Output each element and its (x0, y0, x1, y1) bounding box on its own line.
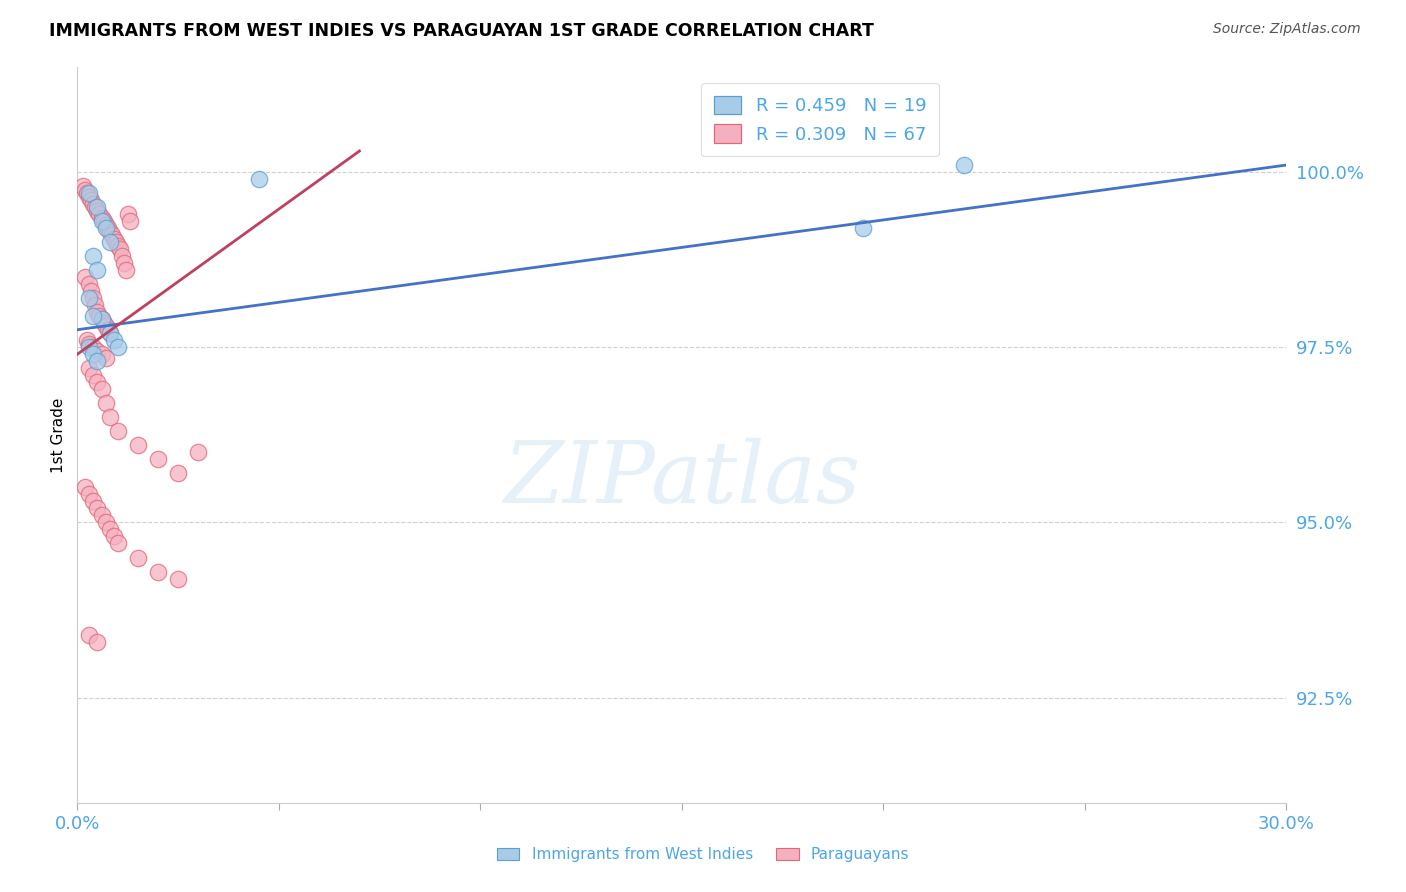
Point (94, 516, 117, 530)
Point (167, 467, 190, 481)
Point (76, 186, 98, 200)
Point (90, 211, 112, 225)
Point (167, 572, 190, 586)
Point (107, 340, 129, 354)
Point (98, 225, 121, 239)
Point (72, 179, 94, 194)
Point (146, 452, 169, 467)
Point (79, 291, 101, 305)
Point (86, 200, 108, 214)
Point (90, 382, 112, 396)
Point (108, 242, 131, 256)
Point (93, 214, 115, 228)
Point (96, 323, 118, 337)
Point (89, 309, 111, 323)
Point (86, 203, 108, 218)
Point (90, 312, 112, 326)
Point (94, 221, 117, 235)
Point (247, 172, 270, 186)
Point (79, 361, 101, 376)
Point (90, 312, 112, 326)
Point (84, 298, 107, 312)
Y-axis label: 1st Grade: 1st Grade (51, 397, 66, 473)
Point (98, 326, 121, 341)
Point (94, 218, 117, 232)
Point (187, 445, 209, 459)
Point (82, 368, 104, 383)
Point (82, 196, 104, 211)
Point (84, 200, 107, 214)
Point (75, 480, 97, 494)
Point (90, 347, 112, 361)
Point (852, 221, 875, 235)
Point (96, 221, 118, 235)
Point (111, 249, 134, 263)
Point (117, 207, 139, 221)
Point (79, 627, 101, 641)
Text: Source: ZipAtlas.com: Source: ZipAtlas.com (1213, 22, 1361, 37)
Point (127, 550, 149, 565)
Point (94, 319, 117, 334)
Point (98, 326, 121, 341)
Point (80, 284, 103, 298)
Point (98, 235, 121, 249)
Point (86, 501, 108, 516)
Point (103, 232, 125, 246)
Point (90, 214, 112, 228)
Point (953, 158, 976, 172)
Point (90, 508, 112, 523)
Point (107, 536, 129, 550)
Point (86, 305, 108, 319)
Point (79, 340, 101, 354)
Legend: Immigrants from West Indies, Paraguayans: Immigrants from West Indies, Paraguayans (491, 841, 915, 868)
Point (82, 291, 104, 305)
Point (86, 354, 108, 368)
Point (118, 214, 141, 228)
Point (82, 249, 104, 263)
Point (107, 238, 129, 252)
Text: IMMIGRANTS FROM WEST INDIES VS PARAGUAYAN 1ST GRADE CORRELATION CHART: IMMIGRANTS FROM WEST INDIES VS PARAGUAYA… (49, 22, 875, 40)
Point (98, 523, 121, 537)
Point (94, 396, 117, 410)
Point (82, 340, 104, 354)
Point (79, 277, 101, 292)
Point (79, 487, 101, 501)
Point (104, 235, 127, 249)
Point (82, 309, 104, 323)
Point (82, 347, 104, 361)
Point (86, 376, 108, 390)
Point (86, 263, 108, 277)
Point (98, 410, 121, 425)
Point (75, 183, 97, 197)
Point (76, 333, 98, 347)
Point (86, 634, 108, 648)
Point (79, 186, 101, 200)
Point (112, 256, 135, 270)
Point (80, 193, 103, 207)
Point (79, 336, 101, 351)
Point (100, 228, 122, 243)
Point (114, 263, 136, 277)
Text: ZIPatlas: ZIPatlas (503, 438, 860, 520)
Point (103, 529, 125, 543)
Point (146, 565, 169, 579)
Point (75, 270, 97, 285)
Point (127, 438, 149, 452)
Point (79, 189, 101, 203)
Point (82, 494, 104, 508)
Legend: R = 0.459   N = 19, R = 0.309   N = 67: R = 0.459 N = 19, R = 0.309 N = 67 (702, 83, 939, 156)
Point (94, 351, 117, 365)
Point (103, 333, 125, 347)
Point (107, 425, 129, 439)
Point (89, 207, 111, 221)
Point (93, 316, 115, 330)
Point (86, 343, 108, 358)
